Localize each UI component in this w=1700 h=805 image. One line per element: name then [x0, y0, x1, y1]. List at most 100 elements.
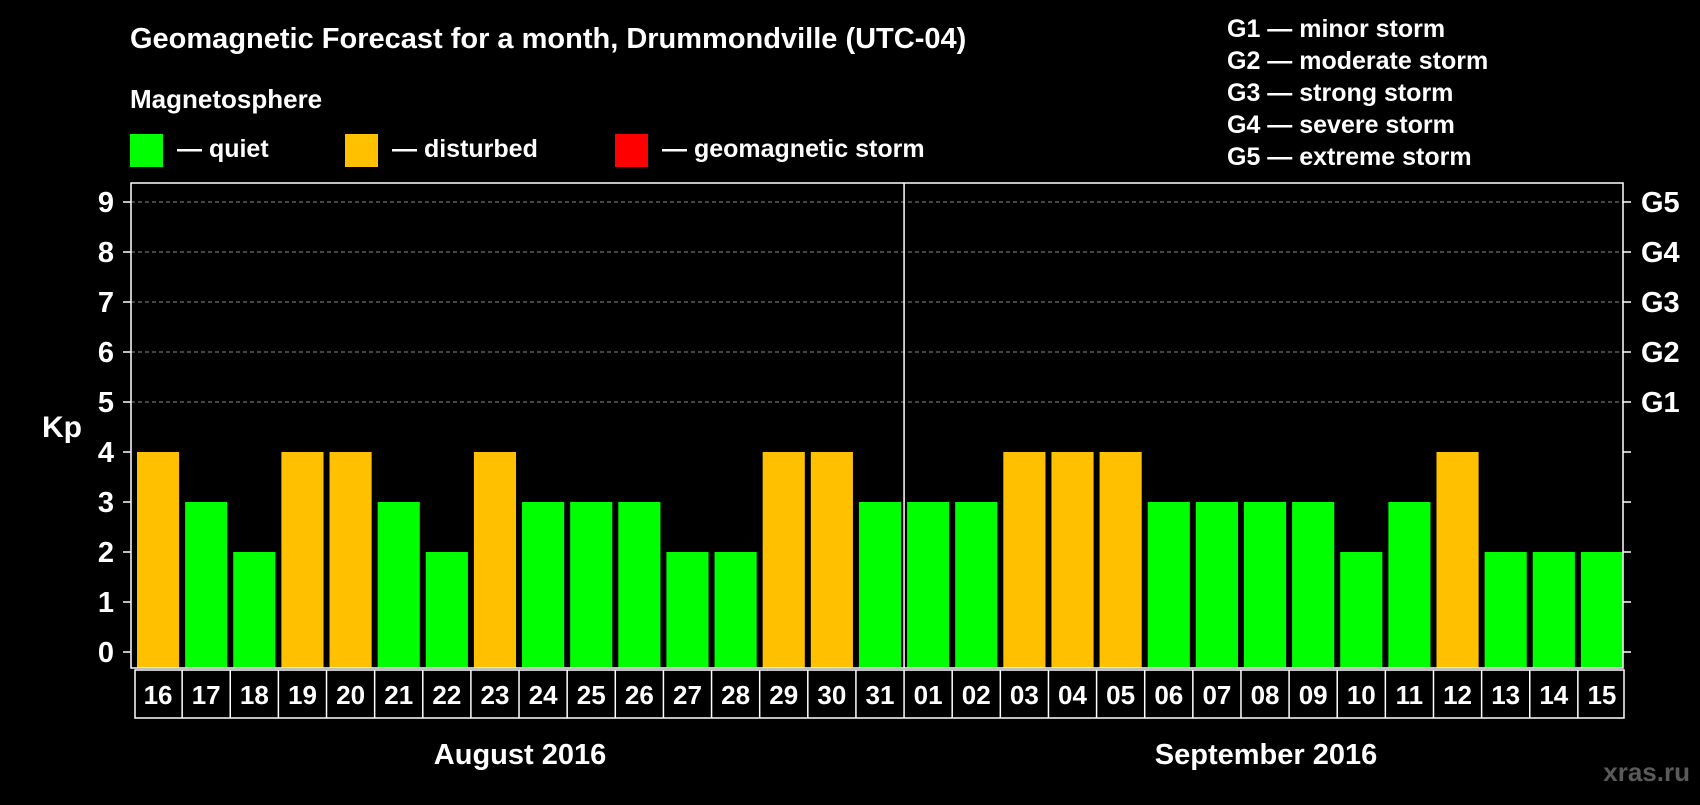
bar-05	[1099, 452, 1142, 668]
y-tick-label-8: 8	[98, 237, 114, 269]
storm-scale-item-3: G4 — severe storm	[1227, 111, 1455, 139]
x-tick-label-22: 22	[432, 680, 461, 710]
month-label-0: August 2016	[434, 739, 606, 771]
x-tick-label-08: 08	[1251, 680, 1280, 710]
bar-04	[1051, 452, 1094, 668]
bar-11	[1388, 502, 1431, 668]
bar-10	[1340, 552, 1383, 668]
x-tick-label-07: 07	[1202, 680, 1231, 710]
x-tick-label-06: 06	[1154, 680, 1183, 710]
x-tick-label-23: 23	[481, 680, 510, 710]
legend-swatch-0	[130, 134, 163, 167]
bar-19	[281, 452, 324, 668]
bar-22	[425, 552, 468, 668]
bar-14	[1532, 552, 1575, 668]
legend-label-0: — quiet	[177, 135, 269, 163]
x-tick-label-13: 13	[1491, 680, 1520, 710]
bar-09	[1292, 502, 1335, 668]
bar-01	[907, 502, 950, 668]
bar-26	[618, 502, 661, 668]
x-tick-label-30: 30	[817, 680, 846, 710]
x-tick-label-27: 27	[673, 680, 702, 710]
right-tick-label-G1: G1	[1641, 387, 1680, 419]
bar-23	[473, 452, 517, 668]
bar-27	[666, 552, 709, 668]
storm-scale-legend: G1 — minor storm G2 — moderate storm G3 — …	[1227, 15, 1488, 171]
x-tick-label-25: 25	[577, 680, 606, 710]
bar-12	[1436, 452, 1479, 668]
y-tick-label-2: 2	[98, 537, 114, 569]
x-tick-label-24: 24	[529, 680, 558, 710]
legend-title: Magnetosphere	[130, 84, 322, 114]
x-tick-label-31: 31	[866, 680, 895, 710]
right-tick-label-G2: G2	[1641, 337, 1680, 369]
x-tick-label-26: 26	[625, 680, 654, 710]
x-tick-label-14: 14	[1539, 680, 1568, 710]
x-tick-label-12: 12	[1443, 680, 1472, 710]
x-tick-label-19: 19	[288, 680, 317, 710]
storm-scale-item-1: G2 — moderate storm	[1227, 47, 1488, 75]
y-tick-label-7: 7	[98, 287, 114, 319]
bar-06	[1147, 502, 1190, 668]
bar-07	[1195, 502, 1238, 668]
x-tick-label-16: 16	[144, 680, 173, 710]
x-tick-label-18: 18	[240, 680, 269, 710]
bar-28	[714, 552, 757, 668]
x-tick-label-04: 04	[1058, 680, 1087, 710]
x-tick-label-05: 05	[1106, 680, 1135, 710]
storm-scale-item-4: G5 — extreme storm	[1227, 143, 1472, 171]
bar-16	[137, 452, 180, 668]
y-tick-label-6: 6	[98, 337, 114, 369]
bar-02	[955, 502, 998, 668]
right-tick-label-G5: G5	[1641, 187, 1680, 219]
x-tick-label-29: 29	[769, 680, 798, 710]
legend-label-1: — disturbed	[392, 135, 538, 163]
x-tick-label-15: 15	[1587, 680, 1616, 710]
y-tick-label-5: 5	[98, 387, 114, 419]
x-tick-label-10: 10	[1347, 680, 1376, 710]
x-tick-label-09: 09	[1299, 680, 1328, 710]
x-tick-label-21: 21	[384, 680, 413, 710]
bar-24	[522, 502, 565, 668]
bar-03	[1003, 452, 1046, 668]
bar-31	[858, 502, 902, 668]
x-tick-label-17: 17	[192, 680, 221, 710]
watermark: xras.ru	[1603, 757, 1690, 787]
y-tick-label-0: 0	[98, 637, 114, 669]
right-tick-label-G3: G3	[1641, 287, 1680, 319]
storm-scale-item-0: G1 — minor storm	[1227, 15, 1445, 43]
bar-21	[377, 502, 420, 668]
right-tick-label-G4: G4	[1641, 237, 1680, 269]
bar-18	[233, 552, 276, 668]
y-tick-label-4: 4	[98, 437, 114, 469]
legend: — quiet — disturbed — geomagnetic storm	[130, 134, 925, 167]
x-tick-label-01: 01	[914, 680, 943, 710]
x-tick-label-28: 28	[721, 680, 750, 710]
x-tick-label-03: 03	[1010, 680, 1039, 710]
bar-13	[1484, 552, 1527, 668]
y-tick-label-9: 9	[98, 187, 114, 219]
chart-title: Geomagnetic Forecast for a month, Drummo…	[130, 23, 966, 55]
x-tick-label-20: 20	[336, 680, 365, 710]
legend-swatch-2	[615, 134, 648, 167]
y-tick-label-1: 1	[98, 587, 114, 619]
x-tick-label-02: 02	[962, 680, 991, 710]
bar-30	[810, 452, 853, 668]
bar-20	[329, 452, 372, 668]
bar-17	[185, 502, 228, 668]
storm-scale-item-2: G3 — strong storm	[1227, 79, 1453, 107]
plot-frame	[130, 182, 1624, 669]
y-tick-label-3: 3	[98, 487, 114, 519]
bar-15	[1580, 552, 1623, 668]
day-labels-box	[134, 669, 1625, 719]
legend-swatch-1	[345, 134, 378, 167]
y-axis-label: Kp	[42, 411, 82, 444]
bar-25	[570, 502, 613, 668]
month-label-1: September 2016	[1155, 739, 1377, 771]
x-tick-label-11: 11	[1396, 680, 1424, 710]
bar-08	[1243, 502, 1287, 668]
bar-29	[762, 452, 805, 668]
legend-label-2: — geomagnetic storm	[662, 135, 925, 163]
